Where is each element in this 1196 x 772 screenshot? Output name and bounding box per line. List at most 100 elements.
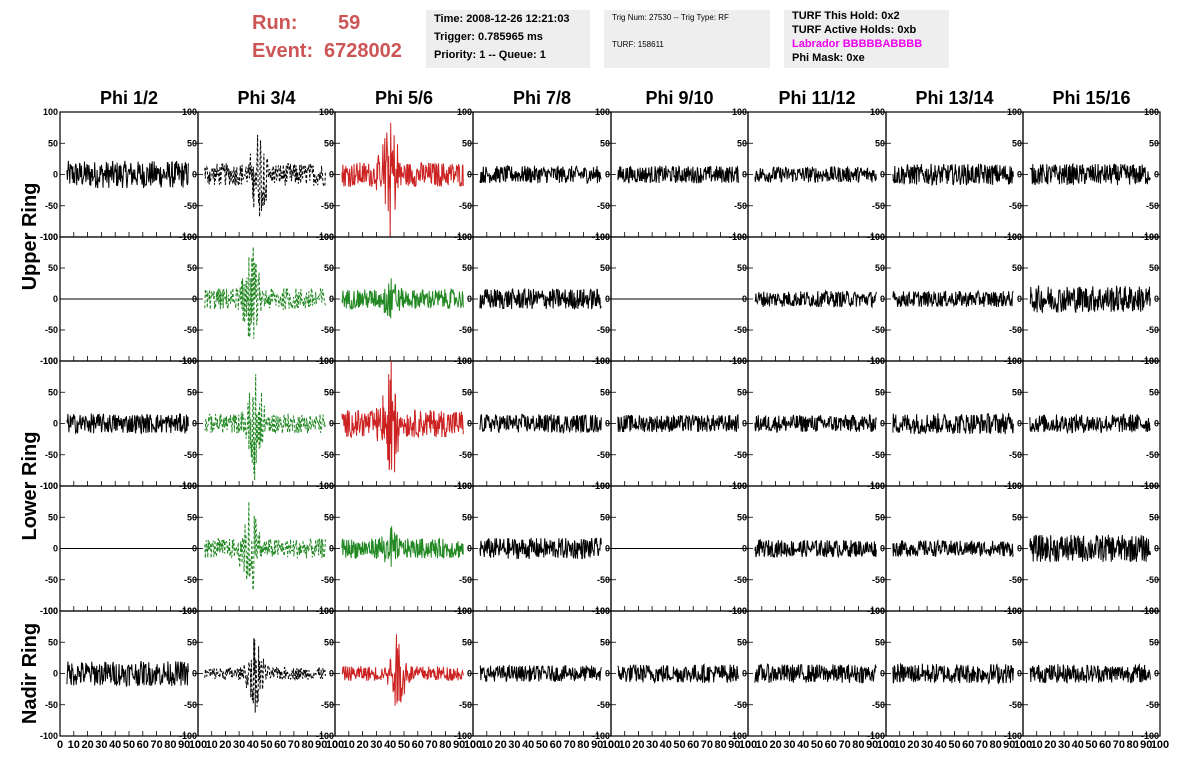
column-title-7: Phi 13/14 xyxy=(915,88,993,108)
ytick-label-r4c1-0: 100 xyxy=(182,481,197,491)
waveform-r5c7 xyxy=(892,662,1014,685)
waveform-r5c4 xyxy=(479,664,602,683)
waveform-r4c2 xyxy=(204,501,326,591)
ytick-label-r5c7-2: 0 xyxy=(1017,669,1022,679)
xtick-label-c3-10: 100 xyxy=(464,739,482,751)
ytick-label-r4c4-1: 50 xyxy=(600,512,610,522)
ytick-label-left-r3-3: -50 xyxy=(45,450,58,460)
xtick-label-c5-9: 90 xyxy=(728,739,740,751)
ytick-label-r2c8-3: -50 xyxy=(1146,325,1159,335)
ytick-label-r1c1-1: 50 xyxy=(187,138,197,148)
time-text: Time: 2008-12-26 12:21:03 xyxy=(434,13,570,25)
ytick-label-r1c4-3: -50 xyxy=(597,201,610,211)
column-title-2: Phi 3/4 xyxy=(237,88,295,108)
waveform-r1c8 xyxy=(1029,162,1151,186)
waveform-r3c4 xyxy=(479,413,602,435)
waveform-r3c5 xyxy=(617,413,739,433)
xtick-label-c5-7: 70 xyxy=(701,739,713,751)
waveform-r1c2 xyxy=(204,134,326,217)
ytick-label-r2c2-1: 50 xyxy=(324,263,334,273)
xtick-label-c5-0: 0 xyxy=(608,739,614,751)
xtick-label-c2-0: 0 xyxy=(195,739,201,751)
ring-label-3: Nadir Ring xyxy=(19,623,41,724)
ytick-label-r2c2-2: 0 xyxy=(329,294,334,304)
ytick-label-r1c1-2: 0 xyxy=(192,170,197,180)
xtick-label-c6-6: 60 xyxy=(825,739,837,751)
ytick-label-r4c8-3: -50 xyxy=(1146,575,1159,585)
ytick-label-r3c6-0: 100 xyxy=(870,356,885,366)
xtick-label-c3-7: 70 xyxy=(425,739,437,751)
run-value: 59 xyxy=(338,12,361,34)
xtick-label-c4-2: 20 xyxy=(494,739,506,751)
xtick-label-c8-9: 90 xyxy=(1140,739,1152,751)
xtick-label-c5-6: 60 xyxy=(687,739,699,751)
ytick-label-r3c1-2: 0 xyxy=(192,419,197,429)
event-value: 6728002 xyxy=(324,40,402,62)
ytick-label-r2c4-2: 0 xyxy=(605,294,610,304)
waveform-r5c3 xyxy=(341,634,464,706)
ytick-label-r4c4-3: -50 xyxy=(597,575,610,585)
ytick-label-r1c5-0: 100 xyxy=(732,107,747,117)
waveform-r1c3 xyxy=(341,122,464,238)
xtick-label-c1-0: 0 xyxy=(57,739,63,751)
ytick-label-r2c3-3: -50 xyxy=(459,325,472,335)
ytick-label-left-r3-0: 100 xyxy=(43,356,58,366)
ytick-label-r5c1-4: -100 xyxy=(179,731,197,741)
xtick-label-c8-8: 80 xyxy=(1126,739,1138,751)
turf-this-hold-text: TURF This Hold: 0x2 xyxy=(792,10,900,22)
waveform-r2c4 xyxy=(479,288,602,310)
xtick-label-c5-8: 80 xyxy=(714,739,726,751)
ytick-label-r1c1-3: -50 xyxy=(184,201,197,211)
xtick-label-c2-9: 90 xyxy=(315,739,327,751)
waveform-r3c6 xyxy=(754,414,877,433)
ytick-label-r4c5-1: 50 xyxy=(737,512,747,522)
ytick-label-r3c6-2: 0 xyxy=(880,419,885,429)
ytick-label-r5c7-3: -50 xyxy=(1009,700,1022,710)
ytick-label-r2c8-2: 0 xyxy=(1154,294,1159,304)
ytick-label-r4c6-2: 0 xyxy=(880,544,885,554)
xtick-label-c6-7: 70 xyxy=(838,739,850,751)
ytick-label-left-r5-3: -50 xyxy=(45,700,58,710)
xtick-label-c4-7: 70 xyxy=(563,739,575,751)
column-title-4: Phi 7/8 xyxy=(513,88,571,108)
ytick-label-r4c7-2: 0 xyxy=(1017,544,1022,554)
xtick-label-c2-7: 70 xyxy=(288,739,300,751)
ytick-label-r3c6-1: 50 xyxy=(875,387,885,397)
xtick-label-c4-3: 30 xyxy=(508,739,520,751)
ytick-label-left-r2-0: 100 xyxy=(43,232,58,242)
xtick-label-c7-10: 100 xyxy=(1014,739,1032,751)
xtick-label-c8-5: 50 xyxy=(1085,739,1097,751)
xtick-label-c7-2: 20 xyxy=(907,739,919,751)
ytick-label-r3c2-0: 100 xyxy=(319,356,334,366)
ytick-label-r4c8-2: 0 xyxy=(1154,544,1159,554)
xtick-label-c4-9: 90 xyxy=(591,739,603,751)
ytick-label-r3c8-2: 0 xyxy=(1154,419,1159,429)
ytick-label-r5c7-4: -100 xyxy=(1004,731,1022,741)
ytick-label-r5c4-3: -50 xyxy=(597,700,610,710)
ytick-label-r1c3-2: 0 xyxy=(467,170,472,180)
ytick-label-r2c6-3: -50 xyxy=(872,325,885,335)
xtick-label-c6-1: 10 xyxy=(756,739,768,751)
waveform-r5c6 xyxy=(754,663,877,684)
ytick-label-r5c8-0: 100 xyxy=(1144,606,1159,616)
ytick-label-left-r1-1: 50 xyxy=(48,138,58,148)
ytick-label-left-r1-2: 0 xyxy=(53,170,58,180)
ytick-label-r3c2-2: 0 xyxy=(329,419,334,429)
ytick-label-r5c3-0: 100 xyxy=(457,606,472,616)
xtick-label-c1-6: 60 xyxy=(137,739,149,751)
ytick-label-r4c7-1: 50 xyxy=(1012,512,1022,522)
xtick-label-c4-6: 60 xyxy=(550,739,562,751)
ytick-label-r3c8-1: 50 xyxy=(1149,387,1159,397)
ytick-label-r1c2-3: -50 xyxy=(321,201,334,211)
column-title-1: Phi 1/2 xyxy=(100,88,158,108)
xtick-label-c7-0: 0 xyxy=(883,739,889,751)
ytick-label-r1c2-1: 50 xyxy=(324,138,334,148)
ytick-label-r2c1-0: 100 xyxy=(182,232,197,242)
priority-text: Priority: 1 -- Queue: 1 xyxy=(434,49,546,61)
ytick-label-r4c5-0: 100 xyxy=(732,481,747,491)
trig-num-text: Trig Num: 27530 -- Trig Type: RF xyxy=(612,13,729,22)
waveform-r2c8 xyxy=(1029,285,1151,314)
xtick-label-c3-9: 90 xyxy=(453,739,465,751)
waveform-r1c5 xyxy=(617,164,739,184)
ytick-label-r3c4-3: -50 xyxy=(597,450,610,460)
